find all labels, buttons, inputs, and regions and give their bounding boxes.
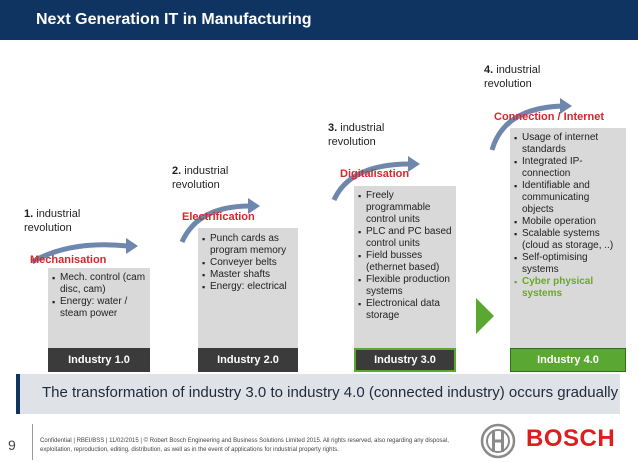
stage2-bullet: Punch cards as program memory xyxy=(202,233,294,257)
stage2-rev-num: 2. xyxy=(172,165,182,177)
stage2-bullet: Master shafts xyxy=(202,269,294,281)
stage1-rev-text1: industrial xyxy=(36,208,81,220)
stage4-bullet: Identifiable and communicating objects xyxy=(514,180,622,216)
stage4-panel: Usage of internet standards Integrated I… xyxy=(510,128,626,350)
stage2-revolution-label: 2. industrial revolution xyxy=(172,164,228,192)
stage4-bullet: Usage of internet standards xyxy=(514,132,622,156)
stage3-panel: Freely programmable control units PLC an… xyxy=(354,186,456,350)
footer-legal-text: Confidential | RBEI/BSS | 11/02/2015 | ©… xyxy=(40,438,449,453)
stage2-bullet: Energy: electrical xyxy=(202,281,294,293)
stage3-rev-num: 3. xyxy=(328,122,338,134)
stage4-bullet-highlight: Cyber physical systems xyxy=(514,276,622,300)
stage3-bullet: PLC and PC based control units xyxy=(358,226,452,250)
summary-banner-text: The transformation of industry 3.0 to in… xyxy=(42,384,619,401)
stage3-bullet: Flexible production systems xyxy=(358,274,452,298)
stage2-phase: Electrification xyxy=(182,211,255,223)
bosch-brand: BOSCH xyxy=(526,425,616,452)
stage4-rev-text1: industrial xyxy=(496,64,541,76)
stage1-rev-num: 1. xyxy=(24,208,34,220)
page-number: 9 xyxy=(8,437,16,453)
stage2-rev-text2: revolution xyxy=(172,179,220,191)
stage1-revolution-label: 1. industrial revolution xyxy=(24,207,80,235)
stage2-arrow-icon xyxy=(179,198,260,244)
stage1-bullet: Energy: water / steam power xyxy=(52,296,146,320)
stage1-phase: Mechanisation xyxy=(30,254,107,266)
stage2-rev-text1: industrial xyxy=(184,165,229,177)
stage2-bullet: Conveyer belts xyxy=(202,257,294,269)
stage4-bullet: Self-optimising systems xyxy=(514,252,622,276)
industry-3-label: Industry 3.0 xyxy=(354,348,456,372)
stage1-arrow-icon xyxy=(30,238,138,265)
stage4-phase: Connection / Internet xyxy=(494,111,604,123)
header-bar: Next Generation IT in Manufacturing xyxy=(0,0,638,40)
stage4-bullet: Integrated IP-connection xyxy=(514,156,622,180)
transition-arrow-icon xyxy=(476,298,494,334)
stage4-bullet: Scalable systems (cloud as storage, ..) xyxy=(514,228,622,252)
stage4-arrow-icon xyxy=(489,98,572,151)
stage3-revolution-label: 3. industrial revolution xyxy=(328,121,384,149)
industry-1-label: Industry 1.0 xyxy=(48,348,150,372)
stage3-bullet: Freely programmable control units xyxy=(358,190,452,226)
stage4-bullet: Mobile operation xyxy=(514,216,622,228)
stage4-rev-text2: revolution xyxy=(484,78,532,90)
stage3-bullet: Electronical data storage xyxy=(358,298,452,322)
stage4-revolution-label: 4. industrial revolution xyxy=(484,63,540,91)
stage1-panel: Mech. control (cam disc, cam) Energy: wa… xyxy=(48,268,150,350)
stage3-rev-text1: industrial xyxy=(340,122,385,134)
industry-2-label: Industry 2.0 xyxy=(198,348,298,372)
bosch-armature-logo-icon xyxy=(480,423,516,459)
footer-divider xyxy=(32,424,33,460)
stage3-rev-text2: revolution xyxy=(328,136,376,148)
stage2-panel: Punch cards as program memory Conveyer b… xyxy=(198,228,298,350)
stage3-phase: Digitalisation xyxy=(340,168,410,180)
stage3-arrow-icon xyxy=(331,156,420,202)
industry-4-label: Industry 4.0 xyxy=(510,348,626,372)
stage3-bullet: Field busses (ethernet based) xyxy=(358,250,452,274)
stage1-bullet: Mech. control (cam disc, cam) xyxy=(52,272,146,296)
page-title: Next Generation IT in Manufacturing xyxy=(36,11,312,28)
stage4-rev-num: 4. xyxy=(484,64,494,76)
summary-banner: The transformation of industry 3.0 to in… xyxy=(16,374,620,414)
stage1-rev-text2: revolution xyxy=(24,222,72,234)
